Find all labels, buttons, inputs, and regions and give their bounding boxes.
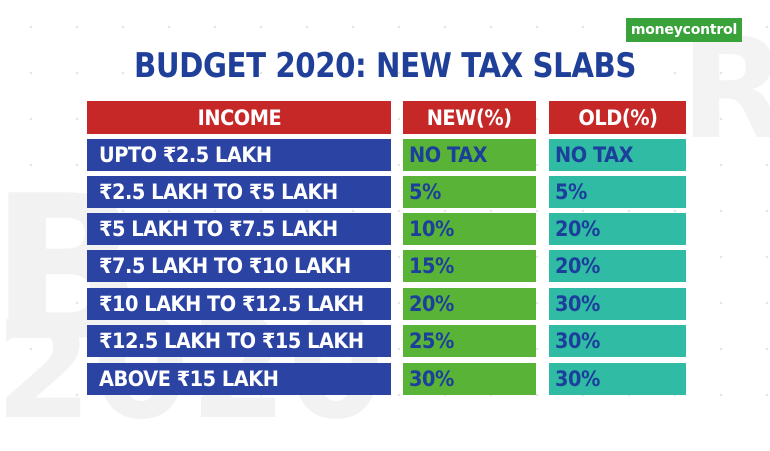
logo-text: moneycontrol (630, 22, 738, 38)
header-old: OLD(%) (549, 101, 686, 134)
new-rate-cell: 20% (403, 288, 536, 320)
income-cell: ₹12.5 LAKH TO ₹15 LAKH (87, 325, 391, 357)
income-cell: ₹5 LAKH TO ₹7.5 LAKH (87, 213, 391, 245)
moneycontrol-logo: moneycontrol (626, 18, 742, 42)
income-cell: ₹7.5 LAKH TO ₹10 LAKH (87, 250, 391, 282)
old-rate-cell: 5% (549, 176, 686, 208)
income-cell: ₹10 LAKH TO ₹12.5 LAKH (87, 288, 391, 320)
new-rate-cell: 25% (403, 325, 536, 357)
new-rate-cell: 30% (403, 363, 536, 395)
background-watermark-letter-right: R (680, 8, 770, 171)
new-rate-cell: 15% (403, 250, 536, 282)
header-new: NEW(%) (403, 101, 536, 134)
new-rate-cell: NO TAX (403, 139, 536, 171)
header-income: INCOME (87, 101, 391, 134)
new-rate-cell: 10% (403, 213, 536, 245)
income-cell: ABOVE ₹15 LAKH (87, 363, 391, 395)
old-rate-cell: 30% (549, 288, 686, 320)
new-rate-cell: 5% (403, 176, 536, 208)
old-rate-cell: 30% (549, 363, 686, 395)
old-rate-cell: NO TAX (549, 139, 686, 171)
page-title: BUDGET 2020: NEW TAX SLABS (133, 46, 637, 86)
old-rate-cell: 20% (549, 213, 686, 245)
income-cell: UPTO ₹2.5 LAKH (87, 139, 391, 171)
old-rate-cell: 20% (549, 250, 686, 282)
income-cell: ₹2.5 LAKH TO ₹5 LAKH (87, 176, 391, 208)
old-rate-cell: 30% (549, 325, 686, 357)
